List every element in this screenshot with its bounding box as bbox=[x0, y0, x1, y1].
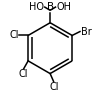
Text: Cl: Cl bbox=[49, 82, 59, 92]
Text: B: B bbox=[47, 2, 54, 12]
Text: HO: HO bbox=[29, 2, 44, 12]
Text: Cl: Cl bbox=[9, 30, 19, 40]
Text: Br: Br bbox=[81, 27, 92, 37]
Text: OH: OH bbox=[56, 2, 71, 12]
Text: Cl: Cl bbox=[19, 69, 28, 79]
